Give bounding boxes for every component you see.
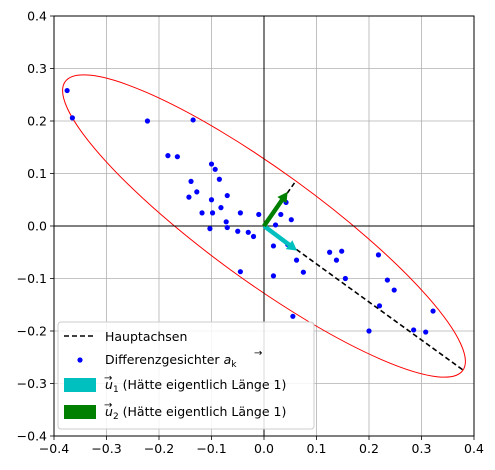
legend-points-label: Differenzgesichter ak (105, 352, 237, 370)
legend-u1-vec-arrow: → (104, 373, 112, 384)
x-tick-label: −0.2 (144, 441, 174, 456)
legend: Hauptachsen Differenzgesichter ak → u1 (… (57, 321, 315, 430)
data-point (69, 115, 75, 121)
legend-points-vec: a (224, 352, 232, 367)
u2-arrow (262, 191, 288, 228)
arrows (262, 191, 298, 251)
data-point (327, 249, 333, 255)
data-point (190, 117, 196, 123)
data-point (237, 269, 243, 275)
legend-u2-vec-arrow: → (104, 400, 112, 411)
legend-points-swatch (77, 357, 83, 363)
data-point (207, 226, 213, 232)
y-tick-label: −0.1 (17, 271, 47, 286)
data-point (366, 328, 372, 334)
x-tick-label: 0.0 (254, 441, 274, 456)
data-point (235, 228, 241, 234)
data-point (245, 229, 251, 235)
data-point (290, 313, 296, 319)
data-point (188, 178, 194, 184)
data-point (216, 176, 222, 182)
y-tick-label: −0.3 (17, 376, 47, 391)
y-tick-label: −0.2 (17, 324, 47, 339)
data-point (342, 275, 348, 282)
legend-u1-sub: 1 (113, 385, 119, 395)
legend-u2-vec: u (105, 404, 113, 419)
data-point (208, 161, 215, 167)
legend-box (57, 321, 315, 430)
data-point (224, 192, 230, 199)
data-point (256, 211, 262, 218)
legend-u1-vec: u (105, 377, 113, 392)
legend-hauptachsen-label: Hauptachsen (105, 329, 187, 344)
data-point (333, 257, 340, 263)
u1-arrow (262, 224, 298, 251)
y-tick-label: 0.2 (27, 114, 47, 129)
data-point (300, 269, 306, 275)
x-tick-label: −0.4 (39, 441, 69, 456)
data-point (270, 273, 277, 279)
principal-axis-line (263, 225, 464, 372)
y-tick-label: 0.0 (27, 219, 47, 234)
data-point (209, 210, 216, 216)
data-point (430, 308, 436, 314)
data-point (199, 210, 205, 216)
data-point (411, 327, 417, 333)
data-point (208, 197, 215, 203)
data-point (194, 189, 200, 195)
data-point (339, 248, 345, 254)
legend-u2-swatch (64, 405, 96, 419)
data-point (375, 252, 382, 258)
x-tick-label: 0.1 (307, 441, 327, 456)
data-point (174, 154, 180, 160)
x-tick-label: 0.3 (412, 441, 432, 456)
data-point (423, 329, 429, 335)
x-tick-label: −0.1 (196, 441, 226, 456)
legend-u1-swatch (64, 378, 96, 392)
data-point (272, 222, 279, 228)
legend-u2-sub: 2 (113, 412, 119, 422)
y-tick-label: 0.4 (27, 9, 47, 24)
data-point (270, 243, 277, 249)
data-point (223, 219, 229, 225)
x-tick-label: 0.2 (359, 441, 379, 456)
y-tick-label: 0.3 (27, 61, 47, 76)
data-point (186, 194, 192, 200)
data-point (165, 153, 171, 159)
data-point (64, 87, 70, 94)
x-tick-label: 0.4 (464, 441, 484, 456)
y-tick-label: 0.1 (27, 166, 47, 181)
points (64, 87, 436, 335)
ellipse-layer (62, 74, 466, 378)
data-point (250, 233, 257, 240)
data-point (293, 257, 300, 263)
data-point (278, 211, 284, 218)
confidence-ellipse (62, 74, 466, 378)
legend-u1-label: u1 (Hätte eigentlich Länge 1) (105, 377, 286, 395)
legend-points-sub: k (231, 360, 237, 370)
data-point (144, 118, 151, 124)
legend-u1-rest: (Hätte eigentlich Länge 1) (119, 377, 287, 392)
legend-points-main: Differenzgesichter (105, 352, 224, 367)
data-point (224, 224, 230, 231)
data-point (288, 217, 294, 223)
x-tick-label: −0.3 (91, 441, 121, 456)
data-point (391, 287, 397, 293)
legend-u2-rest: (Hätte eigentlich Länge 1) (119, 404, 287, 419)
ticks: −0.4 −0.3 −0.2 −0.1 0.0 0.1 0.2 0.3 0.4 −0.4 −0.3 −… (17, 9, 484, 457)
legend-u2-label: u2 (Hätte eigentlich Länge 1) (105, 404, 286, 422)
data-point (237, 210, 243, 216)
data-point (218, 205, 224, 211)
data-point (212, 166, 218, 172)
data-point (384, 277, 390, 283)
data-point (376, 303, 383, 309)
y-tick-label: −0.4 (17, 429, 47, 444)
legend-points-vec-arrow: → (254, 348, 262, 359)
